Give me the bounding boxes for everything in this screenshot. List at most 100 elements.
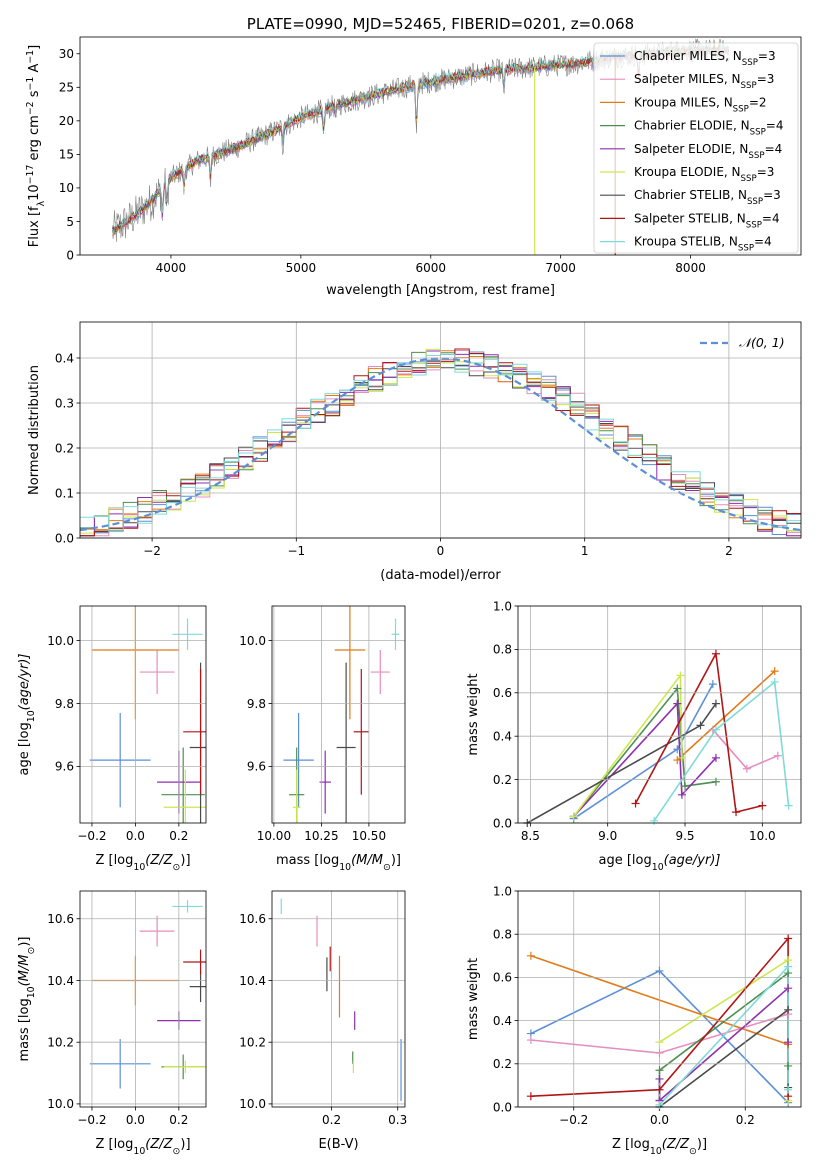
chart-spectrum: 4000 5000 6000 7000 8000 0 5 10 15 20 25 30 Chabrier… [59,36,802,275]
weight-line [659,1008,789,1107]
data-point [784,801,793,810]
x-axis-label: Z [log10(Z/Z⊙)] [95,1137,190,1157]
y-axis-label: mass weight [466,958,481,1040]
y-tick-label: 0 [66,248,74,262]
data-point [784,984,793,993]
y-tick-label: 10.2 [239,1036,266,1050]
x-tick-label: −1 [287,544,305,558]
x-tick-label: 1 [581,544,589,558]
y-tick-label: 10.4 [47,974,74,988]
x-axis-label: age [log10(age/yr)] [599,853,721,873]
y-tick-label: 15 [59,148,74,162]
chart-age_vs_mass: 10.00 10.25 10.50 9.6 9.8 10.0 [239,605,406,843]
y-tick-label: 25 [59,81,74,95]
data-point [708,680,717,689]
data-point [770,677,779,686]
x-tick-label: 10.0 [749,829,776,843]
x-tick-label: 10.00 [257,829,291,843]
axes-frame [517,605,802,824]
y-tick-label: 0.0 [55,531,74,545]
legend-entry: Chabrier ELODIE, NSSP=4 [634,119,783,138]
data-point [711,699,720,708]
y-tick-label: 1.0 [493,599,512,613]
chart-mass_vs_Z: −0.2 0.0 0.2 10.0 10.2 10.4 10.6 [47,890,207,1127]
legend-entry: Chabrier STELIB, NSSP=3 [634,188,781,207]
axes-frame [79,605,207,824]
plot-area [89,900,206,1089]
data-point [676,671,685,680]
data-point [673,699,682,708]
plot-area [526,651,790,823]
data-point [673,745,682,754]
data-point [655,1085,664,1094]
weight-line [712,729,779,770]
x-tick-label: 5000 [286,261,317,275]
y-tick-label: 9.6 [55,760,74,774]
plot-area [283,606,400,823]
legend-box [593,42,799,254]
plot-area [89,606,206,823]
data-point [770,667,779,676]
x-axis-label: Z [log10(Z/Z⊙)] [95,853,190,873]
axes-frame [79,890,207,1108]
y-tick-label: 0.8 [493,643,512,657]
x-tick-label: 0.0 [126,1113,145,1127]
x-tick-label: 4000 [156,261,187,275]
data-point [673,756,682,765]
weight-line [659,958,789,1101]
y-tick-label: 10.4 [239,974,266,988]
y-tick-label: 10.6 [47,912,74,926]
x-tick-label: −0.2 [559,1113,588,1127]
y-tick-label: 0.2 [493,773,512,787]
x-tick-label: 8.5 [521,829,540,843]
data-point [631,799,640,808]
legend-entry: Kroupa MILES, NSSP=2 [634,95,767,114]
legend-entry: Kroupa STELIB, NSSP=4 [634,235,772,254]
y-tick-label: 0.4 [55,351,74,365]
y-tick-label: 30 [59,47,74,61]
legend-entry: Salpeter MILES, NSSP=3 [634,72,774,91]
data-point [758,801,767,810]
y-tick-label: 0.0 [493,816,512,830]
legend-entry: 𝒩(0, 1) [739,335,785,350]
weight-line [573,683,714,820]
x-axis-label: E(B-V) [318,1137,358,1152]
axes-frame [79,321,802,539]
data-point [732,808,741,817]
y-axis-label: age [log10(age/yr)] [17,654,37,776]
data-point [650,816,659,825]
data-point [526,951,535,960]
x-tick-label: 10.50 [352,829,386,843]
x-tick-label: 9.5 [675,829,694,843]
y-tick-label: 0.4 [493,1014,512,1028]
y-tick-label: 10.0 [239,634,266,648]
y-tick-label: 0.2 [55,441,74,455]
chart-weight_vs_Z: −0.2 0.0 0.2 0.0 0.2 0.4 0.6 0.8 1.0 [493,884,802,1127]
x-tick-label: 0.3 [388,1113,407,1127]
data-point [711,649,720,658]
axes-frame [79,36,802,256]
data-point [784,1085,793,1094]
y-tick-label: 10.6 [239,912,266,926]
legend: Chabrier MILES, NSSP=3 Salpeter MILES, NS… [593,42,799,254]
legend-entry: Chabrier MILES, NSSP=3 [634,49,776,68]
x-tick-label: 0.2 [169,829,188,843]
x-tick-label: 8000 [675,261,706,275]
axes-frame [517,890,802,1108]
x-tick-label: 2 [725,544,733,558]
x-tick-label: 0.2 [736,1113,755,1127]
data-point [569,812,578,821]
legend-entry: Kroupa ELODIE, NSSP=3 [634,165,774,184]
data-point [784,1038,793,1047]
data-point [711,753,720,762]
y-tick-label: 1.0 [493,884,512,898]
data-point [655,1074,664,1083]
y-tick-label: 10.0 [47,1097,74,1111]
x-axis-label: mass [log10(M/M⊙)] [276,853,401,873]
data-point [773,751,782,760]
y-axis-label: mass [log10(M/M⊙)] [17,937,37,1062]
data-point [696,721,705,730]
data-point [742,764,751,773]
x-axis-label: Z [log10(Z/Z⊙)] [612,1137,707,1157]
legend-entry: Salpeter ELODIE, NSSP=4 [634,142,782,161]
